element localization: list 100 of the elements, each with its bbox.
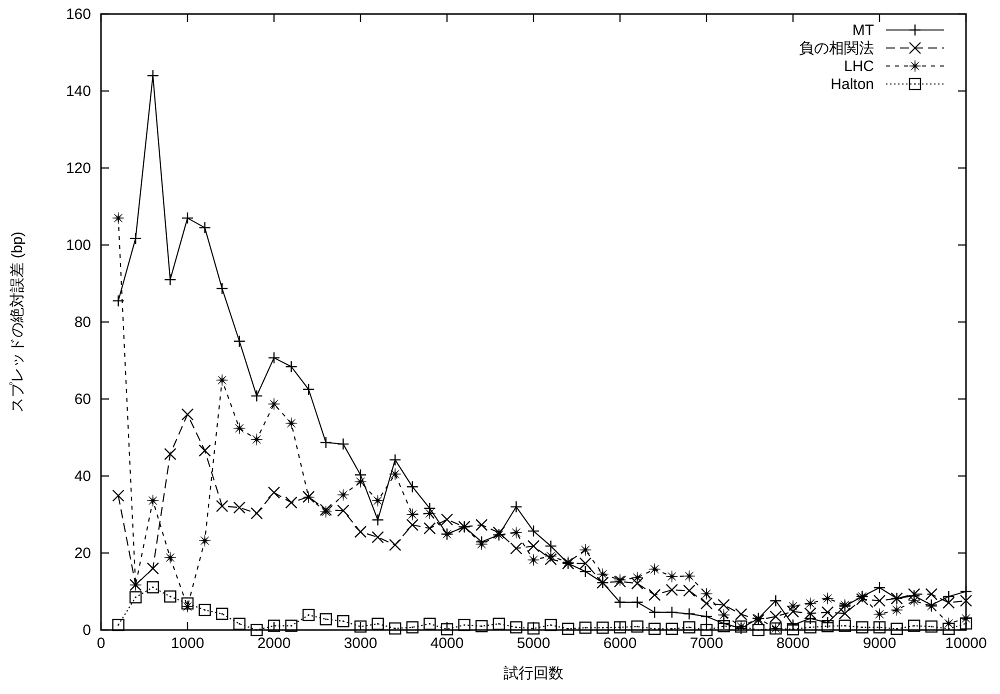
- point: [181, 408, 194, 420]
- point: [856, 621, 868, 634]
- point: [804, 621, 816, 634]
- point: [700, 588, 712, 600]
- x-tick-label: 5000: [516, 635, 550, 652]
- point: [735, 608, 748, 620]
- point: [285, 496, 298, 509]
- point: [389, 538, 402, 552]
- point: [250, 433, 263, 446]
- x-tick-label: 2000: [257, 635, 291, 652]
- point: [320, 613, 332, 626]
- point: [873, 621, 886, 634]
- point: [752, 624, 764, 636]
- point: [874, 608, 886, 620]
- point: [822, 592, 834, 604]
- point: [182, 600, 194, 612]
- legend-label: 負の相関法: [799, 40, 874, 57]
- point: [268, 486, 280, 499]
- point: [440, 513, 454, 526]
- point: [406, 508, 418, 520]
- point: [648, 588, 661, 602]
- point: [804, 607, 816, 620]
- point: [890, 622, 903, 635]
- point: [250, 624, 263, 636]
- point: [544, 550, 557, 562]
- point: [268, 620, 280, 632]
- point: [476, 620, 488, 632]
- point: [354, 476, 366, 488]
- point: [406, 518, 418, 531]
- point: [233, 618, 246, 630]
- point: [476, 518, 488, 531]
- x-tick-label: 0: [96, 635, 106, 652]
- y-tick-label: 20: [74, 545, 91, 562]
- point: [424, 522, 436, 534]
- point: [372, 618, 384, 630]
- point: [198, 534, 211, 547]
- point: [198, 444, 211, 457]
- point: [285, 620, 298, 632]
- point: [527, 622, 540, 635]
- point: [250, 507, 263, 520]
- point: [942, 622, 955, 635]
- point: [372, 531, 384, 544]
- point: [579, 544, 592, 556]
- point: [233, 501, 246, 514]
- x-tick-label: 10000: [945, 635, 987, 652]
- point: [164, 590, 176, 603]
- point: [389, 468, 402, 480]
- point: [476, 538, 488, 550]
- point: [146, 562, 159, 574]
- y-axis-title: スプレッドの絶対誤差 (bp): [9, 232, 26, 412]
- point: [268, 398, 280, 410]
- point: [787, 600, 799, 612]
- y-tick-label: 80: [74, 314, 91, 331]
- point: [683, 570, 696, 582]
- y-tick-label: 140: [66, 83, 91, 100]
- point: [146, 581, 159, 594]
- point: [925, 588, 938, 600]
- point: [112, 618, 124, 632]
- point: [700, 597, 713, 610]
- point: [925, 620, 938, 633]
- point: [216, 500, 228, 512]
- point: [112, 212, 124, 224]
- legend-label: LHC: [844, 58, 874, 75]
- point: [544, 553, 557, 566]
- point: [440, 623, 454, 636]
- x-tick-label: 4000: [430, 635, 464, 652]
- point: [596, 568, 609, 580]
- point: [337, 615, 350, 628]
- point: [596, 622, 609, 634]
- point: [822, 620, 834, 632]
- x-axis-title: 試行回数: [504, 665, 564, 682]
- point: [648, 622, 661, 635]
- x-tick-label: 8000: [776, 635, 810, 652]
- x-tick-label: 1000: [170, 635, 204, 652]
- point: [406, 621, 418, 634]
- point: [718, 609, 730, 621]
- point: [181, 597, 194, 610]
- point: [354, 526, 367, 538]
- point: [510, 621, 522, 634]
- point: [890, 604, 903, 616]
- y-tick-label: 120: [66, 160, 91, 177]
- point: [666, 622, 678, 635]
- point: [770, 610, 782, 623]
- point: [285, 417, 298, 430]
- point: [510, 526, 522, 539]
- point: [164, 552, 176, 564]
- point: [337, 488, 350, 501]
- point: [510, 542, 522, 554]
- point: [579, 557, 592, 570]
- point: [146, 494, 159, 507]
- point: [216, 374, 228, 386]
- point: [683, 621, 696, 634]
- point: [838, 620, 851, 632]
- point: [648, 563, 661, 576]
- point: [233, 422, 246, 434]
- x-tick-label: 7000: [690, 635, 724, 652]
- point: [908, 620, 920, 632]
- y-tick-label: 160: [66, 6, 91, 23]
- point: [718, 598, 730, 612]
- point: [683, 584, 696, 597]
